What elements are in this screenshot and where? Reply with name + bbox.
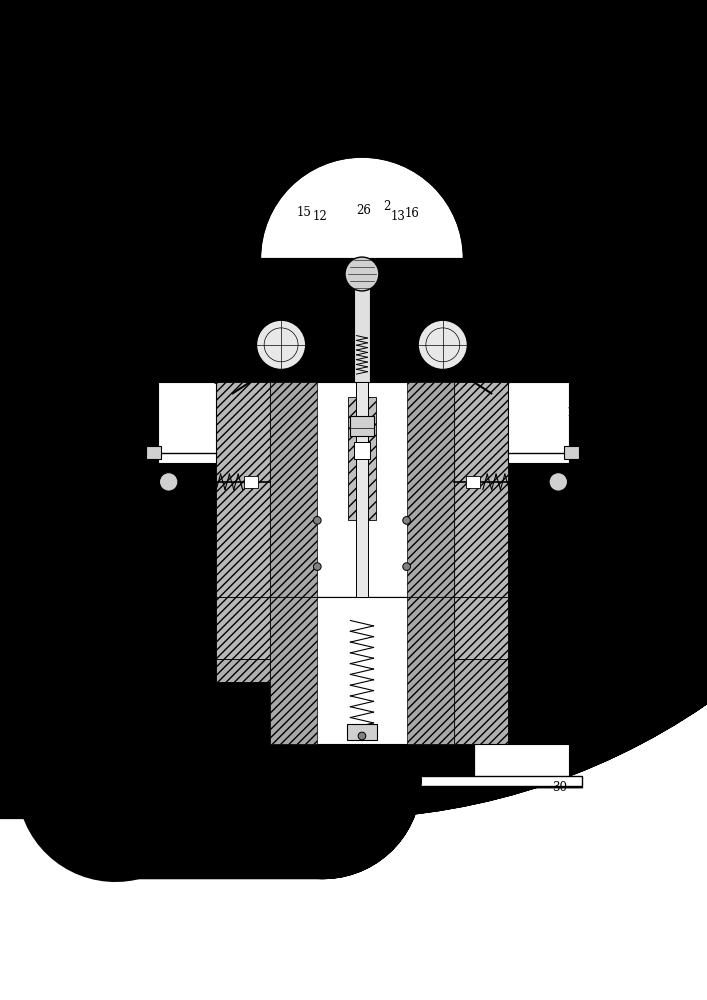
Text: 15: 15	[297, 206, 312, 219]
Bar	[508, 382, 569, 463]
Bar	[244, 476, 258, 488]
Circle shape	[549, 473, 568, 491]
Polygon shape	[216, 382, 269, 597]
Bar	[216, 382, 508, 597]
Circle shape	[403, 517, 411, 524]
Bar	[269, 597, 455, 744]
Bar	[158, 744, 250, 786]
Text: 6: 6	[556, 237, 563, 250]
Text: 21: 21	[566, 491, 581, 504]
Text: 25: 25	[544, 568, 559, 581]
Text: Фиг.1: Фиг.1	[378, 774, 419, 788]
Bar	[366, 397, 376, 520]
Polygon shape	[158, 382, 216, 597]
Text: A: A	[323, 157, 332, 170]
Text: 18: 18	[144, 502, 159, 515]
Text: 1: 1	[564, 549, 571, 562]
Text: 22: 22	[138, 599, 153, 612]
Text: A: A	[305, 769, 314, 782]
Text: 2: 2	[383, 200, 390, 213]
Text: 4: 4	[525, 217, 533, 230]
Bar	[351, 416, 373, 436]
Text: 11: 11	[183, 291, 198, 304]
Polygon shape	[158, 309, 216, 382]
Bar	[346, 724, 378, 740]
Polygon shape	[158, 220, 569, 266]
Bar	[216, 309, 508, 382]
Polygon shape	[216, 597, 269, 659]
Polygon shape	[455, 382, 508, 597]
Text: 33: 33	[568, 314, 583, 327]
Text: 14: 14	[574, 275, 589, 288]
Bar	[158, 266, 569, 309]
Text: 13: 13	[391, 210, 406, 223]
Polygon shape	[141, 776, 583, 788]
Polygon shape	[508, 382, 569, 597]
Text: 32: 32	[144, 383, 159, 396]
Text: 27: 27	[173, 576, 189, 588]
Polygon shape	[508, 597, 569, 659]
Text: 10: 10	[566, 406, 581, 419]
Bar	[354, 259, 370, 382]
Text: 5: 5	[200, 225, 208, 238]
Wedge shape	[260, 157, 464, 259]
Text: 24: 24	[183, 587, 198, 600]
Text: 20: 20	[138, 491, 153, 504]
Bar	[158, 382, 216, 463]
Polygon shape	[158, 220, 569, 266]
Text: 23: 23	[530, 645, 544, 658]
Text: 9: 9	[142, 406, 149, 419]
Bar	[466, 476, 480, 488]
Bar	[146, 446, 161, 459]
Bar	[158, 744, 569, 776]
Text: 16: 16	[404, 207, 419, 220]
Bar	[269, 382, 455, 597]
Circle shape	[418, 320, 467, 369]
Text: 8: 8	[570, 360, 578, 373]
Polygon shape	[407, 382, 455, 597]
Polygon shape	[158, 597, 216, 659]
Bar	[269, 597, 317, 744]
Text: 12: 12	[312, 210, 327, 223]
Text: 31: 31	[562, 298, 578, 311]
Bar	[563, 446, 579, 459]
Circle shape	[313, 563, 321, 570]
Text: 26: 26	[356, 204, 371, 217]
Text: 953436: 953436	[330, 142, 394, 159]
Circle shape	[403, 563, 411, 570]
Polygon shape	[508, 309, 569, 382]
Polygon shape	[455, 597, 508, 659]
Polygon shape	[158, 659, 216, 744]
Bar	[354, 442, 370, 459]
Bar	[474, 744, 569, 786]
Polygon shape	[216, 659, 269, 744]
Circle shape	[358, 732, 366, 740]
Bar	[348, 397, 357, 520]
Text: 19: 19	[559, 500, 573, 513]
Text: 3: 3	[148, 283, 156, 296]
Polygon shape	[269, 597, 455, 659]
Polygon shape	[143, 776, 582, 786]
Polygon shape	[508, 659, 569, 744]
Circle shape	[160, 473, 178, 491]
Circle shape	[313, 517, 321, 524]
Polygon shape	[455, 659, 508, 744]
Text: 7: 7	[142, 360, 149, 373]
Bar	[407, 597, 455, 744]
Circle shape	[345, 257, 379, 291]
Text: 30: 30	[552, 781, 567, 794]
Bar	[356, 382, 368, 597]
Polygon shape	[269, 382, 317, 597]
Circle shape	[257, 320, 305, 369]
